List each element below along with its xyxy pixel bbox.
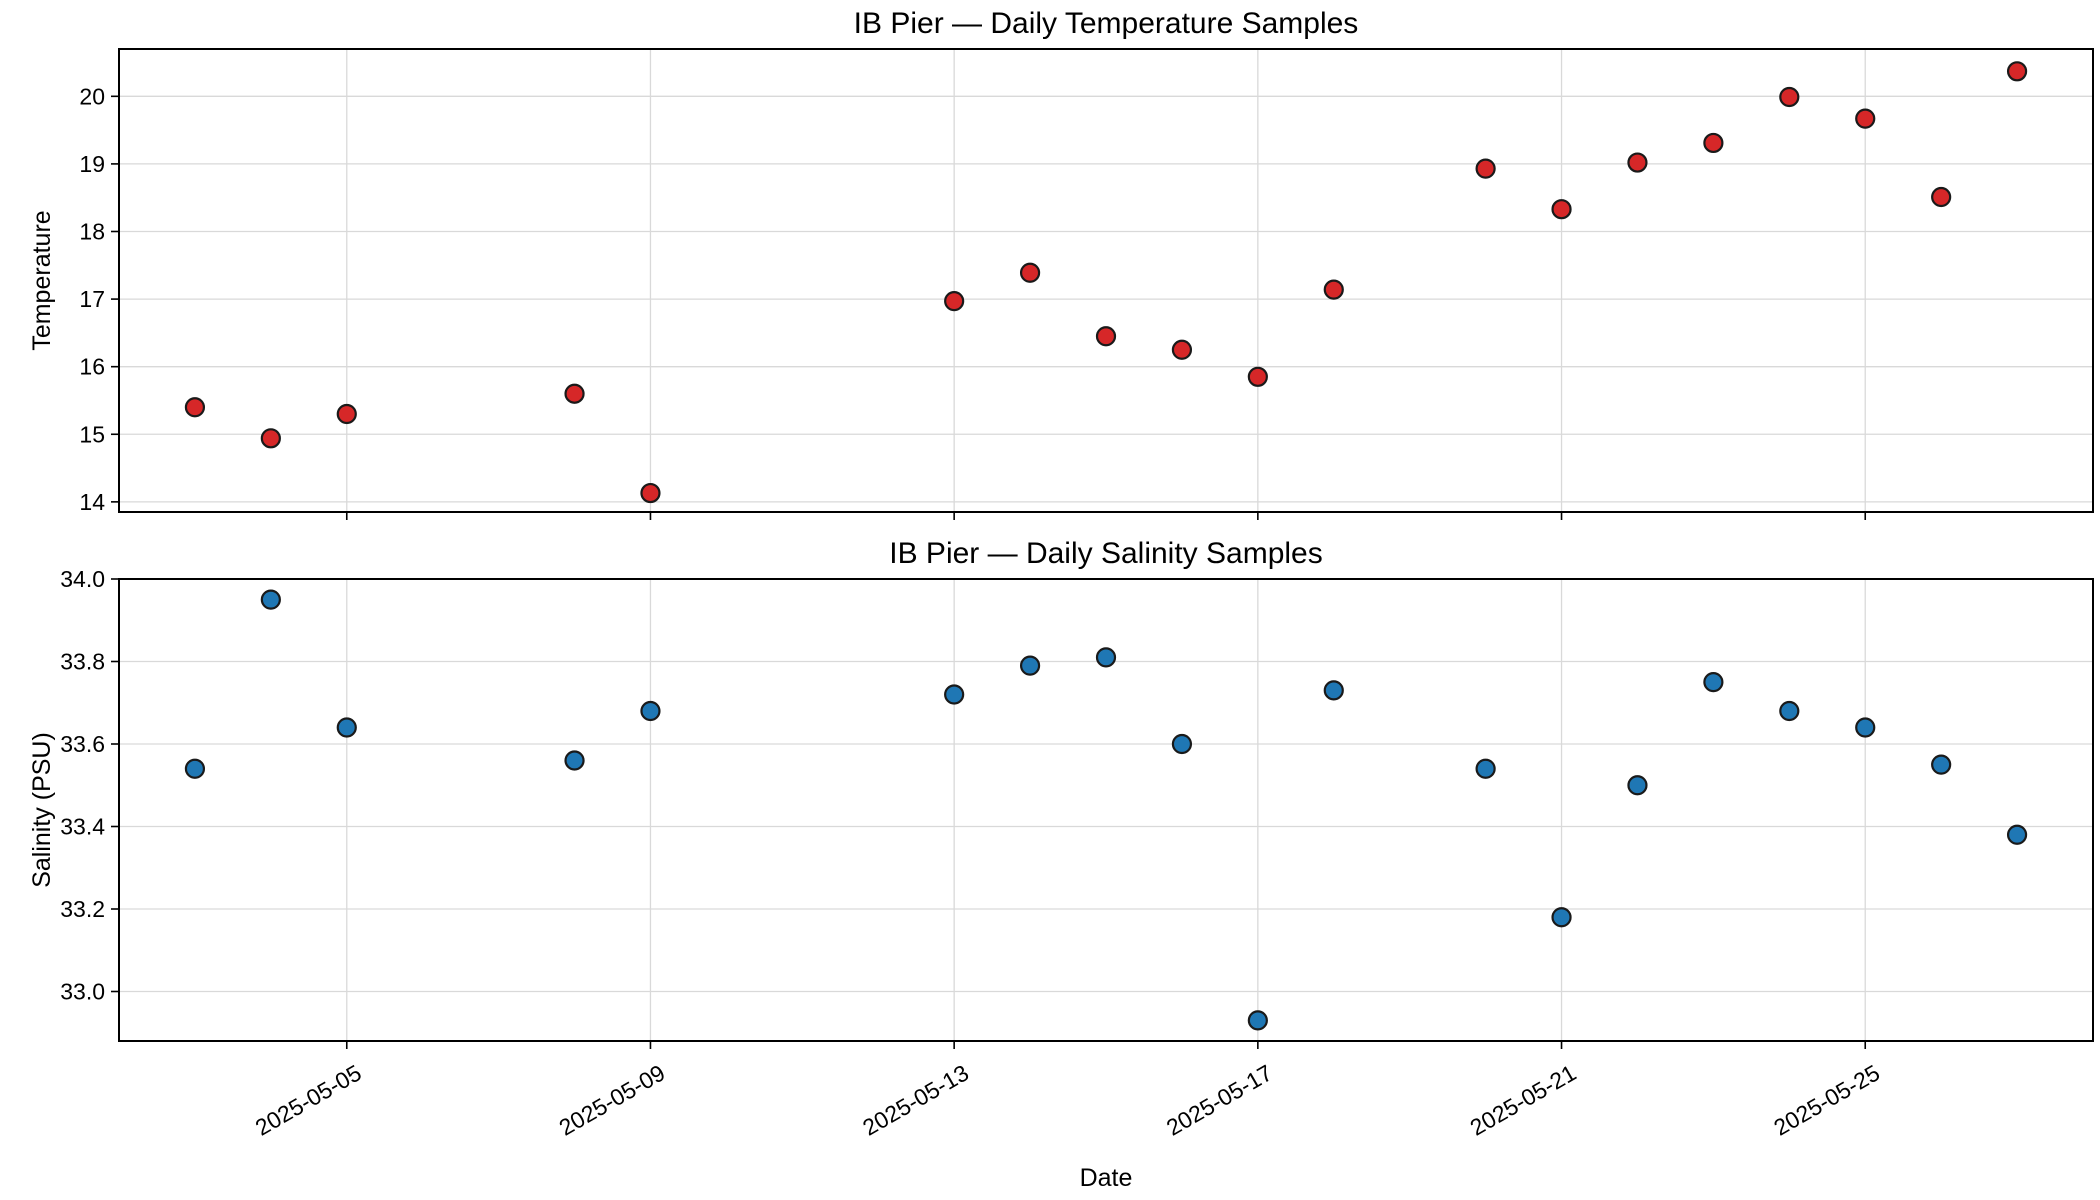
salinity-y-tick-label-5: 34.0: [60, 566, 105, 592]
temperature-y-tick-label-1: 15: [79, 421, 105, 447]
salinity-point-1: [260, 589, 281, 610]
temperature-y-tick-label-0: 14: [79, 489, 105, 515]
temperature-point-10: [1323, 279, 1344, 300]
temperature-y-tick-label-3: 17: [79, 286, 105, 312]
salinity-point-4: [640, 700, 661, 722]
salinity-x-axis-label: Date: [1080, 1164, 1133, 1192]
temperature-point-16: [1855, 108, 1876, 129]
salinity-point-18: [2006, 824, 2028, 845]
salinity-point-7: [1095, 647, 1117, 668]
temperature-point-0: [184, 397, 206, 418]
temperature-point-7: [1095, 326, 1117, 347]
salinity-point-3: [564, 750, 585, 771]
temperature-point-5: [944, 291, 965, 312]
temperature-point-8: [1171, 339, 1193, 360]
salinity-y-tick-label-4: 33.8: [60, 649, 105, 675]
salinity-x-tick-label-2: 2025-05-13: [858, 1059, 973, 1140]
temperature-point-6: [1019, 262, 1041, 283]
temperature-plot-frame: [118, 48, 2094, 513]
temperature-point-4: [640, 482, 661, 504]
salinity-x-tick-label-1: 2025-05-09: [554, 1059, 669, 1140]
salinity-panel: 33.0 33.2 33.4 33.6 33.8 34.0 2025-05-05 2025-0…: [28, 537, 2094, 1192]
salinity-point-17: [1931, 754, 1952, 775]
temperature-point-17: [1931, 186, 1952, 208]
temperature-point-12: [1551, 199, 1572, 220]
temperature-y-tick-label-4: 18: [79, 218, 105, 244]
temperature-y-tick-label-6: 20: [79, 83, 105, 109]
salinity-point-11: [1475, 758, 1496, 779]
salinity-y-tick-label-3: 33.6: [60, 731, 105, 757]
salinity-y-tick-label-0: 33.0: [60, 979, 105, 1005]
salinity-point-8: [1171, 733, 1193, 755]
salinity-chart-title: IB Pier — Daily Salinity Samples: [889, 537, 1322, 570]
salinity-x-tick-label-0: 2025-05-05: [251, 1059, 366, 1140]
salinity-point-15: [1779, 700, 1800, 722]
temperature-point-3: [564, 383, 585, 404]
salinity-point-6: [1019, 655, 1041, 676]
salinity-x-tick-label-5: 2025-05-25: [1769, 1059, 1884, 1140]
temperature-point-9: [1247, 366, 1268, 387]
salinity-point-12: [1551, 907, 1572, 928]
temperature-point-2: [336, 403, 357, 425]
temperature-point-15: [1779, 86, 1800, 108]
salinity-point-9: [1247, 1010, 1268, 1031]
temperature-y-tick-label-5: 19: [79, 151, 105, 177]
temperature-chart-title: IB Pier — Daily Temperature Samples: [854, 7, 1359, 40]
salinity-y-axis-label: Salinity (PSU): [28, 732, 56, 888]
salinity-point-10: [1323, 680, 1344, 701]
temperature-point-11: [1475, 158, 1496, 179]
temperature-point-1: [260, 428, 281, 449]
salinity-plot-frame: [118, 578, 2094, 1042]
temperature-point-13: [1627, 152, 1648, 173]
salinity-y-tick-label-2: 33.4: [60, 814, 105, 840]
salinity-point-13: [1627, 775, 1648, 796]
temperature-point-14: [1703, 132, 1724, 154]
temperature-y-axis-label: Temperature: [28, 210, 56, 350]
temperature-panel: 14 15 16 17 18 19 20 IB Pier — Daily Temperatur…: [28, 7, 2094, 520]
salinity-x-tick-label-3: 2025-05-17: [1162, 1059, 1277, 1140]
temperature-y-tick-label-2: 16: [79, 354, 105, 380]
temperature-point-18: [2006, 61, 2028, 82]
salinity-y-tick-label-1: 33.2: [60, 896, 105, 922]
salinity-point-5: [944, 684, 965, 705]
salinity-point-16: [1855, 717, 1876, 738]
salinity-point-2: [336, 717, 357, 738]
salinity-x-tick-label-4: 2025-05-21: [1466, 1059, 1581, 1140]
salinity-point-0: [184, 758, 206, 779]
salinity-point-14: [1703, 672, 1724, 693]
